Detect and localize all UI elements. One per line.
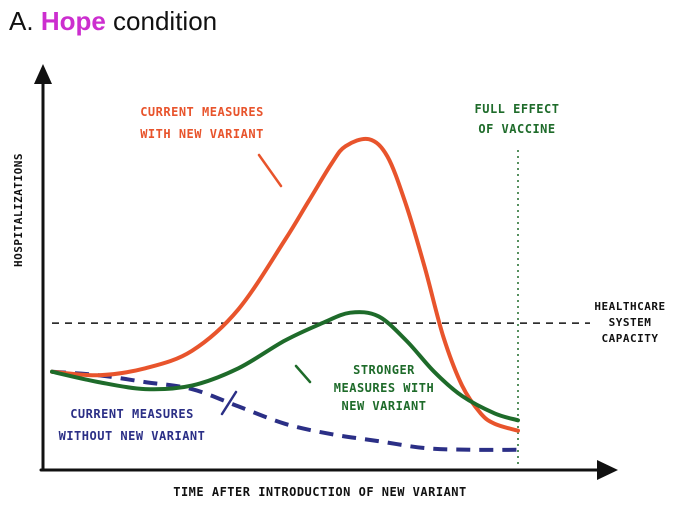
x-axis-label: TIME AFTER INTRODUCTION OF NEW VARIANT <box>173 485 467 499</box>
condition-name: Hope <box>40 6 106 36</box>
capacity-label-line-1: HEALTHCARE <box>594 300 665 313</box>
without-variant-leader <box>220 390 238 416</box>
current-with-variant-label-line-2: WITH NEW VARIANT <box>140 127 264 141</box>
stronger-measures-label-line-2: MEASURES WITH <box>334 381 434 395</box>
current-with-variant-label-line-1: CURRENT MEASURES <box>140 105 264 119</box>
y-axis-label: HOSPITALIZATIONS <box>12 153 25 267</box>
figure-title: A. Hope condition <box>9 6 217 37</box>
panel-letter: A. <box>9 6 34 36</box>
stronger-measures-curve <box>50 310 520 423</box>
current-with-variant-curve <box>50 136 520 433</box>
label-leader-lines <box>220 153 312 416</box>
stronger-measures-leader <box>294 364 312 384</box>
axes <box>34 64 618 480</box>
without-variant-curve <box>51 369 519 452</box>
capacity-label-line-2: SYSTEM <box>609 316 652 329</box>
stronger-measures-label-line-1: STRONGER <box>353 363 415 377</box>
capacity-label-line-3: CAPACITY <box>602 332 659 345</box>
stronger-measures-label-line-3: NEW VARIANT <box>342 399 427 413</box>
reference-lines <box>52 150 590 468</box>
title-suffix: condition <box>113 6 218 36</box>
annotations: CURRENT MEASURES WITH NEW VARIANT STRONGER… <box>59 102 666 443</box>
without-variant-label-line-2: WITHOUT NEW VARIANT <box>59 429 206 443</box>
y-axis-arrowhead <box>34 64 52 84</box>
vaccine-label-line-1: FULL EFFECT <box>475 102 560 116</box>
vaccine-label-line-2: OF VACCINE <box>478 122 555 136</box>
series-lines <box>50 136 520 452</box>
x-axis-arrowhead <box>597 460 618 480</box>
without-variant-label-line-1: CURRENT MEASURES <box>70 407 194 421</box>
current-with-variant-leader <box>257 153 283 188</box>
